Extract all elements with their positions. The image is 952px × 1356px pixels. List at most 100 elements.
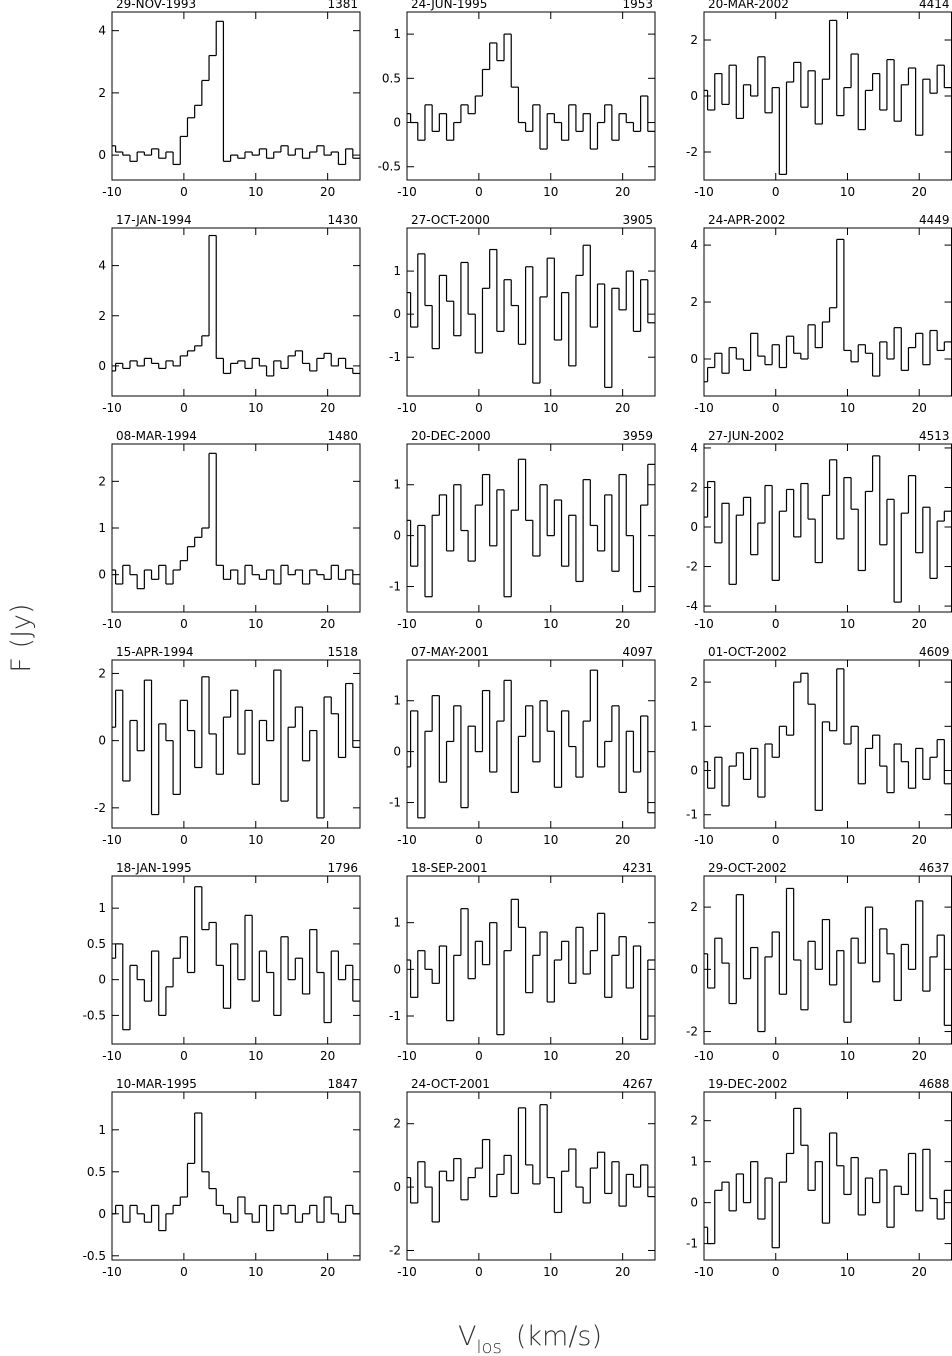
x-tick-label: 20 (912, 833, 927, 847)
x-tick-label: 0 (180, 1265, 188, 1279)
x-tick-label: 20 (912, 401, 927, 415)
x-tick-label: 20 (912, 1049, 927, 1063)
y-tick-label: -2 (686, 1025, 698, 1039)
x-tick-label: 20 (615, 617, 630, 631)
y-tick-label: 0 (98, 148, 106, 162)
x-tick-label: 0 (772, 833, 780, 847)
panel-title: 19-DEC-2002 (708, 1077, 788, 1091)
panel-annotation: 4231 (622, 861, 653, 875)
spectrum-connector (114, 670, 354, 818)
x-tick-label: -10 (102, 185, 122, 199)
x-tick-label: -10 (397, 617, 417, 631)
y-tick-label: 4 (690, 441, 698, 455)
y-tick-label: -1 (686, 1237, 698, 1251)
x-tick-label: 20 (320, 1049, 335, 1063)
y-tick-label: 1 (98, 521, 106, 535)
x-tick-label: -10 (694, 401, 714, 415)
y-tick-label: 0 (393, 745, 401, 759)
y-tick-label: 0 (393, 529, 401, 543)
x-tick-label: 10 (840, 401, 855, 415)
y-tick-label: -1 (389, 350, 401, 364)
x-tick-label: 0 (772, 185, 780, 199)
panel-title: 10-MAR-1995 (116, 1077, 197, 1091)
panel-frame (111, 1091, 361, 1261)
x-tick-label: 20 (320, 401, 335, 415)
panel-title: 27-JUN-2002 (708, 429, 784, 443)
x-tick-label: 0 (180, 833, 188, 847)
y-tick-label: 1 (393, 478, 401, 492)
x-tick-label: -10 (397, 1049, 417, 1063)
panel-annotation: 3905 (622, 213, 653, 227)
x-tick-label: 0 (772, 1049, 780, 1063)
panel-frame (111, 659, 361, 829)
spectrum-connector (409, 670, 649, 818)
x-tick-label: 10 (543, 185, 558, 199)
spectrum-connector (706, 668, 945, 811)
y-tick-label: 1 (393, 27, 401, 41)
y-tick-label: 0 (690, 962, 698, 976)
x-tick-label: 10 (248, 1265, 263, 1279)
spectrum-connector (409, 34, 649, 150)
x-axis-label-sub: los (476, 1337, 501, 1356)
x-tick-label: 10 (543, 617, 558, 631)
x-tick-label: 0 (475, 1049, 483, 1063)
y-tick-label: -0.5 (83, 1008, 106, 1022)
x-tick-label: -10 (102, 1265, 122, 1279)
y-tick-label: 2 (690, 480, 698, 494)
y-tick-label: -0.5 (83, 1249, 106, 1263)
x-tick-label: 0 (180, 1049, 188, 1063)
panel-frame (703, 227, 952, 397)
x-tick-label: 0 (475, 185, 483, 199)
y-tick-label: 0.5 (87, 1165, 106, 1179)
panel-title: 24-OCT-2001 (411, 1077, 490, 1091)
x-tick-label: -10 (102, 617, 122, 631)
y-tick-label: 0 (98, 568, 106, 582)
x-tick-label: -10 (102, 833, 122, 847)
y-tick-label: 0 (393, 307, 401, 321)
y-tick-label: 4 (690, 238, 698, 252)
spectrum-connector (706, 239, 945, 382)
y-tick-label: 2 (98, 86, 106, 100)
panel-frame (406, 875, 656, 1045)
y-tick-label: 2 (98, 309, 106, 323)
y-tick-label: 0 (690, 764, 698, 778)
spectrum-connector (114, 21, 354, 165)
y-tick-label: 1 (98, 901, 106, 915)
spectrum-connector (114, 886, 354, 1030)
spectrum-connector (409, 899, 649, 1040)
panel-annotation: 4267 (622, 1077, 653, 1091)
x-tick-label: 0 (180, 617, 188, 631)
y-tick-label: 0 (393, 962, 401, 976)
x-tick-label: -10 (694, 617, 714, 631)
x-tick-label: 20 (615, 833, 630, 847)
y-tick-label: 1 (98, 1123, 106, 1137)
panel-annotation: 1847 (327, 1077, 358, 1091)
x-tick-label: -10 (397, 401, 417, 415)
panel-frame (406, 443, 656, 613)
x-tick-label: -10 (397, 185, 417, 199)
x-tick-label: 10 (840, 617, 855, 631)
x-tick-label: -10 (397, 1265, 417, 1279)
x-tick-label: 0 (475, 401, 483, 415)
x-tick-label: 10 (543, 401, 558, 415)
x-tick-label: -10 (102, 1049, 122, 1063)
panel-title: 20-DEC-2000 (411, 429, 491, 443)
y-tick-label: 1 (393, 694, 401, 708)
x-tick-label: 10 (543, 1265, 558, 1279)
panel-frame (406, 659, 656, 829)
panel-title: 27-OCT-2000 (411, 213, 490, 227)
y-tick-label: 0 (98, 973, 106, 987)
x-tick-label: 10 (840, 1049, 855, 1063)
panel-title: 01-OCT-2002 (708, 645, 787, 659)
x-tick-label: 20 (615, 1049, 630, 1063)
x-tick-label: 20 (912, 617, 927, 631)
panel-annotation: 4513 (919, 429, 950, 443)
y-tick-label: -2 (686, 145, 698, 159)
y-tick-label: 0 (393, 1180, 401, 1194)
x-tick-label: 20 (615, 185, 630, 199)
panel-annotation: 4097 (622, 645, 653, 659)
panel-annotation: 1430 (327, 213, 358, 227)
panel-title: 08-MAR-1994 (116, 429, 197, 443)
